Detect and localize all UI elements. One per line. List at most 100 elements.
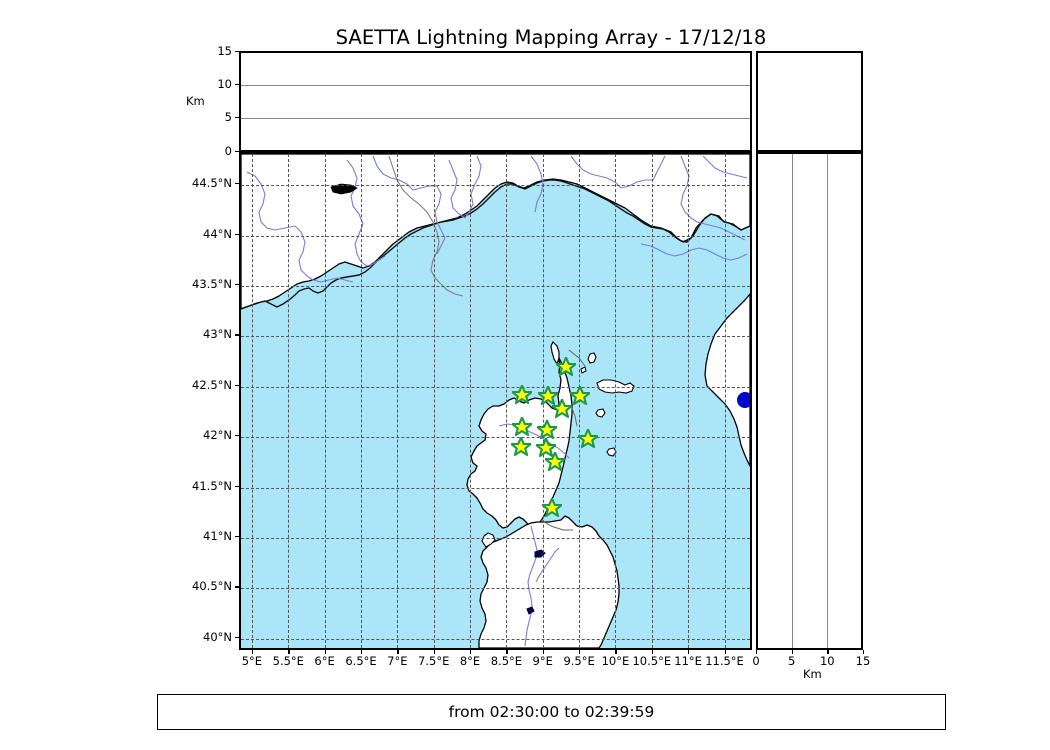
map-gridline-lon-5.5: [288, 154, 290, 648]
top-panel-tick-0: [235, 151, 239, 153]
map-gridline-lat-42: [241, 437, 750, 439]
map-tick-43.5: [235, 284, 239, 286]
map-tick-lon-10: [615, 650, 617, 654]
map-gridline-lat-43: [241, 336, 750, 338]
right-panel-gridline-5: [792, 154, 794, 648]
map-tick-44.5: [235, 183, 239, 185]
map-gridline-lon-8: [470, 154, 471, 648]
map-ytick-label-44.5: 44.5°N: [192, 176, 232, 190]
map-ytick-label-40.5: 40.5°N: [192, 579, 232, 593]
map-ytick-label-40: 40°N: [203, 630, 232, 644]
map-xtick-label-8.5: 8.5°E: [490, 654, 523, 668]
station-star[interactable]: [512, 385, 532, 405]
top-panel-tick-5: [235, 117, 239, 119]
map-tick-lon-8.5: [506, 650, 508, 654]
map-tick-44: [235, 233, 239, 235]
map-gridline-lat-43.5: [241, 286, 750, 287]
map-tick-41: [235, 536, 239, 538]
station-star[interactable]: [538, 386, 558, 406]
map-gridline-lat-41.5: [241, 487, 750, 489]
right-height-panel[interactable]: [756, 152, 863, 650]
top-panel-ytick-0: 0: [224, 144, 232, 158]
map-xtick-label-11.5: 11.5°E: [705, 654, 744, 668]
map-tick-lon-5.5: [288, 650, 290, 654]
map-gridline-lon-6: [324, 154, 326, 648]
map-gridline-lon-11: [688, 154, 690, 648]
map-panel[interactable]: [239, 152, 752, 650]
right-panel-xtick-10: 10: [819, 654, 835, 668]
map-gridline-lon-7: [397, 154, 399, 648]
map-tick-40.5: [235, 586, 239, 588]
map-tick-43: [235, 334, 239, 336]
right-panel-gridline-10: [826, 154, 828, 648]
station-marker-layer[interactable]: [241, 154, 750, 648]
map-xtick-label-10.5: 10.5°E: [632, 654, 672, 668]
top-panel-gridline-5: [241, 117, 750, 119]
map-xtick-label-6: 6°E: [314, 654, 335, 668]
station-star[interactable]: [552, 399, 572, 419]
station-star[interactable]: [545, 452, 565, 472]
station-star[interactable]: [578, 429, 598, 449]
map-gridline-lon-8.5: [506, 154, 508, 648]
map-ytick-label-42.5: 42.5°N: [192, 378, 232, 392]
map-xtick-label-11: 11°E: [674, 654, 702, 668]
map-gridline-lat-41: [241, 538, 750, 539]
top-panel-gridline-10: [241, 85, 750, 87]
map-tick-lon-9: [542, 650, 544, 654]
map-tick-lon-6: [324, 650, 326, 654]
station-star[interactable]: [536, 438, 556, 458]
right-panel-tick-5: [791, 650, 793, 654]
top-panel-y-axis-label: Km: [186, 94, 205, 108]
map-gridline-lon-10.5: [651, 154, 653, 648]
map-xtick-label-5: 5°E: [241, 654, 263, 668]
map-tick-lon-11.5: [724, 650, 726, 654]
map-tick-42: [235, 435, 239, 437]
page-title: SAETTA Lightning Mapping Array - 17/12/1…: [335, 26, 767, 49]
top-panel-ytick-10: 10: [217, 77, 232, 91]
station-star[interactable]: [537, 420, 557, 440]
right-panel-tick-0: [756, 650, 758, 654]
station-star[interactable]: [556, 357, 576, 377]
station-star[interactable]: [511, 437, 531, 457]
map-xtick-label-7.5: 7.5°E: [418, 654, 450, 668]
map-gridline-lon-10: [615, 154, 617, 648]
map-xtick-label-9: 9°E: [532, 654, 553, 668]
top-height-panel[interactable]: [239, 51, 752, 152]
top-panel-ytick-15: 15: [217, 44, 232, 58]
map-tick-lon-7.5: [433, 650, 435, 654]
map-ytick-label-43: 43°N: [203, 327, 232, 341]
map-gridline-lat-40: [241, 638, 750, 640]
right-panel-tick-10: [827, 650, 829, 654]
right-panel-x-axis-label: Km: [803, 667, 822, 681]
map-tick-lon-9.5: [579, 650, 581, 654]
map-gridline-lat-44.5: [241, 185, 750, 187]
map-ytick-label-43.5: 43.5°N: [192, 277, 232, 291]
map-gridline-lat-40.5: [241, 588, 750, 590]
right-panel-xtick-0: 0: [752, 654, 760, 668]
time-range-status-bar[interactable]: from 02:30:00 to 02:39:59: [157, 694, 946, 730]
map-xtick-label-8: 8°E: [459, 654, 481, 668]
map-gridline-lon-11.5: [724, 154, 726, 648]
top-panel-tick-15: [235, 51, 239, 53]
time-range-text: from 02:30:00 to 02:39:59: [448, 703, 655, 721]
map-gridline-lon-6.5: [361, 154, 362, 648]
top-panel-tick-10: [235, 84, 239, 86]
top-panel-ytick-5: 5: [224, 110, 232, 124]
map-gridline-lon-5: [251, 154, 253, 648]
map-tick-lon-5: [251, 650, 254, 654]
map-xtick-label-10: 10°E: [601, 654, 630, 668]
map-ytick-label-42: 42°N: [203, 428, 232, 442]
map-tick-lon-11: [688, 650, 690, 654]
station-star[interactable]: [512, 417, 532, 437]
source-point[interactable]: [737, 392, 750, 408]
map-ytick-label-41: 41°N: [203, 529, 232, 543]
map-xtick-label-5.5: 5.5°E: [272, 654, 304, 668]
map-tick-lon-8: [470, 650, 472, 654]
map-tick-40: [235, 636, 239, 639]
station-star[interactable]: [542, 498, 562, 518]
station-star[interactable]: [570, 386, 590, 406]
right-panel-xtick-5: 5: [788, 654, 796, 668]
map-gridline-lat-42.5: [241, 386, 750, 388]
right-panel-tick-15: [863, 650, 865, 654]
